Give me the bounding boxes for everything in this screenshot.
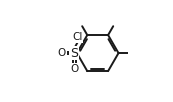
Text: O: O — [58, 48, 66, 58]
Text: O: O — [70, 64, 78, 74]
Text: S: S — [70, 47, 78, 60]
Text: Cl: Cl — [72, 32, 83, 42]
